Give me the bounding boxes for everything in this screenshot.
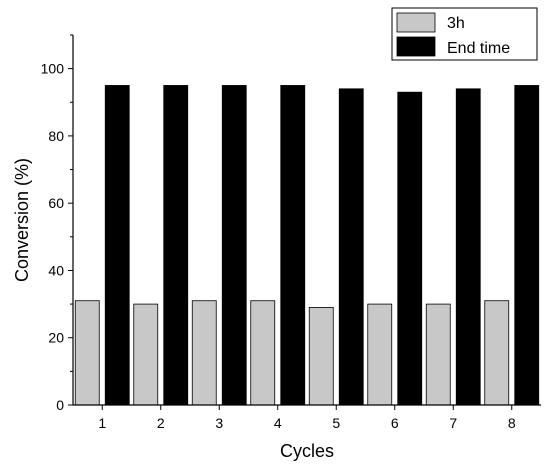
x-axis-title: Cycles: [280, 441, 334, 461]
bar-3h: [191, 300, 217, 406]
y-axis-title: Conversion (%): [12, 158, 32, 282]
x-tick-label: 4: [274, 415, 282, 431]
y-tick-label: 40: [48, 262, 64, 278]
legend: 3h End time: [391, 7, 538, 61]
y-tick-label: 20: [48, 330, 64, 346]
legend-swatch-end-time: [396, 36, 436, 57]
x-ticks: 1 2 3 4 5 6 7 8: [98, 405, 516, 431]
bar-3h: [484, 300, 510, 406]
x-tick-label: 5: [332, 415, 340, 431]
bar-end-time: [514, 85, 540, 406]
bar-end-time: [455, 88, 481, 406]
axes-layer: [72, 35, 541, 406]
bar-end-time: [397, 91, 423, 406]
y-tick-label: 60: [48, 195, 64, 211]
bars-layer: [74, 85, 540, 406]
bar-end-time: [221, 85, 247, 406]
bar-end-time: [338, 88, 364, 406]
x-tick-label: 7: [449, 415, 457, 431]
bar-3h: [250, 300, 276, 406]
bar-end-time: [280, 85, 306, 406]
bar-3h: [308, 307, 334, 406]
y-tick-label: 100: [41, 61, 65, 77]
bar-end-time: [163, 85, 189, 406]
legend-label-3h: 3h: [447, 15, 465, 32]
x-tick-label: 3: [215, 415, 223, 431]
x-tick-label: 6: [391, 415, 399, 431]
bar-end-time: [104, 85, 130, 406]
legend-swatch-3h: [396, 12, 436, 33]
bar-3h: [74, 300, 100, 406]
x-tick-label: 8: [508, 415, 516, 431]
y-tick-label: 0: [56, 397, 64, 413]
x-tick-label: 1: [98, 415, 106, 431]
bar-3h: [367, 303, 393, 406]
legend-label-end-time: End time: [447, 40, 510, 57]
y-ticks: 0 20 40 60 80 100: [41, 34, 73, 413]
x-tick-label: 2: [157, 415, 165, 431]
bar-3h: [425, 303, 451, 406]
y-tick-label: 80: [48, 128, 64, 144]
bar-3h: [133, 303, 159, 406]
